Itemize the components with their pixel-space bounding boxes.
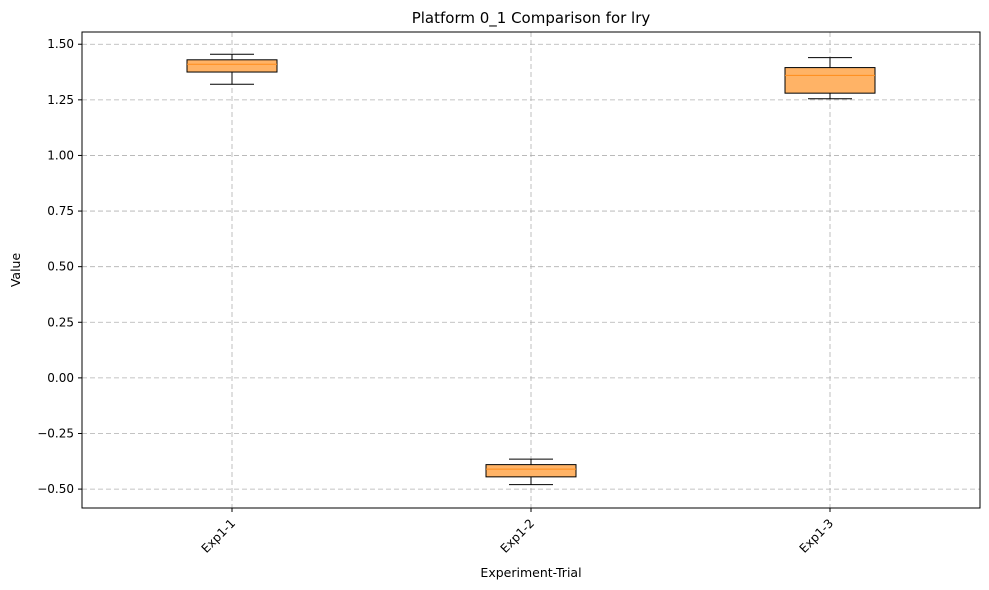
x-tick-label: Exp1-3	[797, 516, 837, 556]
boxes-layer	[186, 53, 876, 486]
y-tick-label: 0.25	[47, 315, 74, 329]
grid-layer	[82, 32, 980, 508]
y-axis-label: Value	[8, 253, 23, 288]
y-tick-label: −0.25	[37, 426, 74, 440]
y-tick-label: 1.00	[47, 148, 74, 162]
y-tick-label: 0.00	[47, 371, 74, 385]
x-tick-label: Exp1-1	[199, 516, 239, 556]
y-tick-label: 0.50	[47, 260, 74, 274]
y-tick-label: −0.50	[37, 482, 74, 496]
box-iqr	[485, 464, 577, 478]
box-iqr	[784, 67, 876, 94]
box-iqr	[186, 59, 278, 73]
box-group	[784, 57, 876, 100]
y-tick-label: 1.50	[47, 37, 74, 51]
y-tick-label: 1.25	[47, 93, 74, 107]
x-axis-label: Experiment-Trial	[480, 565, 581, 580]
ticks-layer: −0.50 −0.25 0.00 0.25 0.50 0.75 1.00 1.25 1.50 Ex…	[37, 37, 836, 556]
box-group	[485, 458, 577, 486]
y-tick-label: 0.75	[47, 204, 74, 218]
x-tick-label: Exp1-2	[498, 516, 538, 556]
box-group	[186, 53, 278, 85]
chart-title: Platform 0_1 Comparison for lry	[412, 9, 651, 28]
